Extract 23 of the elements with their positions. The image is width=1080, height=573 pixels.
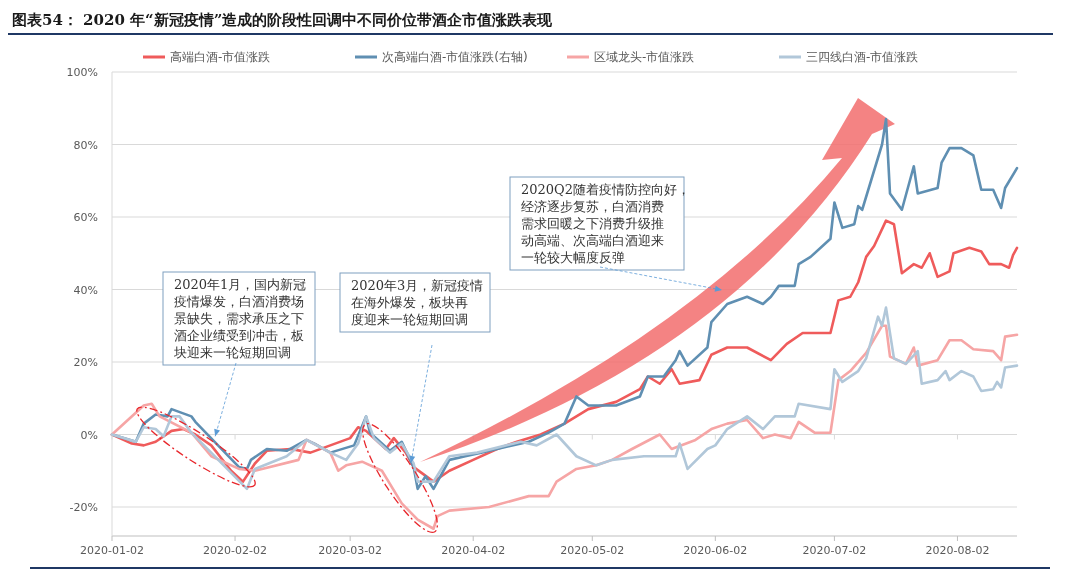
x-tick-label: 2020-01-02 xyxy=(80,544,144,557)
annotation: 2020年1月，国内新冠疫情爆发，白酒消费场景缺失，需求承压之下酒企业绩受到冲击，板块迎来一轮短期回调 xyxy=(173,277,307,360)
legend-label: 区域龙头-市值涨跌 xyxy=(594,50,695,64)
y-tick-label: 0% xyxy=(80,428,98,442)
x-tick-label: 2020-04-02 xyxy=(441,544,506,557)
x-tick-label: 2020-06-02 xyxy=(683,544,748,557)
y-tick-label: 100% xyxy=(66,66,98,79)
chart-title: 图表54： 2020 年“新冠疫情”造成的阶段性回调中不同价位带酒企市值涨跌表现 xyxy=(12,11,554,29)
y-tick-label: 20% xyxy=(73,356,98,369)
annotation: 2020年3月，新冠疫情在海外爆发，板块再度迎来一轮短期回调 xyxy=(351,278,484,327)
x-tick-label: 2020-02-02 xyxy=(203,544,268,557)
legend-label: 三四线白酒-市值涨跌 xyxy=(806,50,919,64)
legend-label: 高端白酒-市值涨跌 xyxy=(170,50,271,64)
y-tick-label: 40% xyxy=(73,283,98,297)
x-tick-label: 2020-03-02 xyxy=(318,544,383,557)
x-tick-label: 2020-07-02 xyxy=(802,544,867,557)
x-tick-label: 2020-05-02 xyxy=(560,544,625,557)
legend-label: 次高端白酒-市值涨跌(右轴) xyxy=(382,50,528,64)
annotation: 2020Q2随着疫情防控向好，经济逐步复苏，白酒消费需求回暖之下消费升级推动高端、次高端白酒迎来一轮较大幅度反弹 xyxy=(521,182,691,265)
y-tick-label: 80% xyxy=(73,138,98,152)
y-tick-label: -20% xyxy=(69,501,98,514)
x-tick-label: 2020-08-02 xyxy=(925,544,990,557)
y-tick-label: 60% xyxy=(73,211,98,224)
